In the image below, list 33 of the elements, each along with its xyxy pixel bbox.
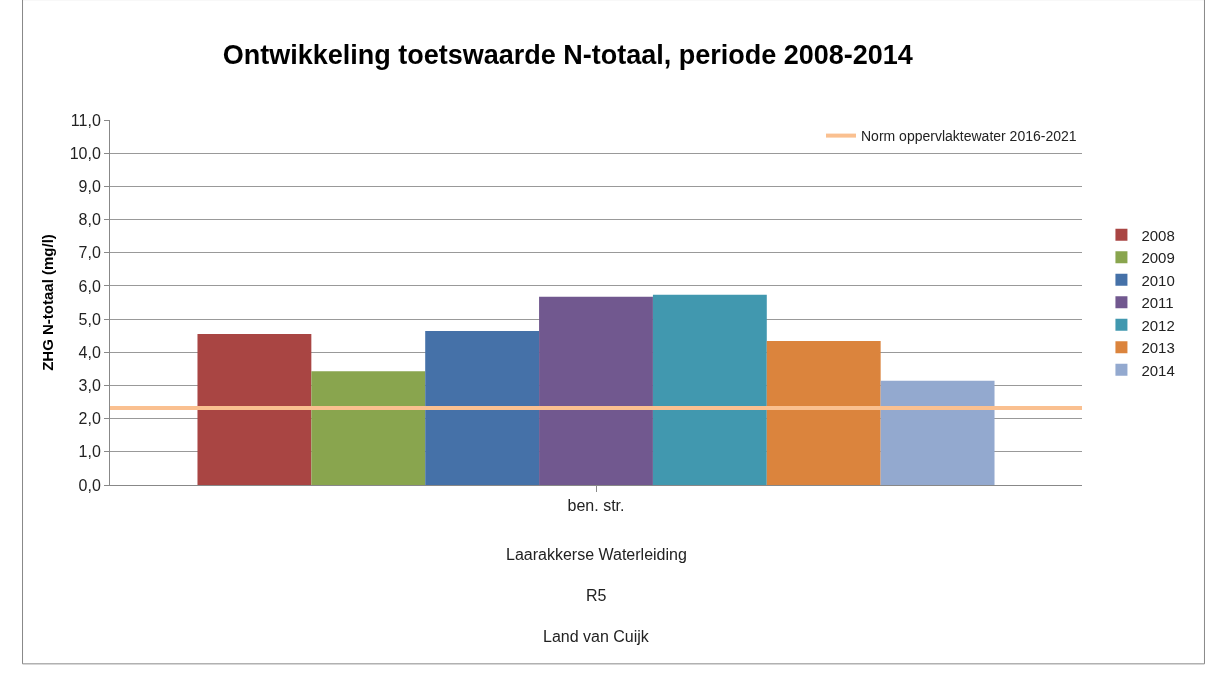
legend-label: 2008 — [1141, 226, 1175, 244]
text: Land van Cuijk — [543, 628, 650, 645]
chart-title: Ontwikkeling toetswaarde N-totaal, periode 2008-2014 — [222, 39, 913, 70]
y-tick-label: 0,0 — [78, 476, 101, 494]
legend-label: 2014 — [1141, 361, 1175, 379]
y-tick-label: 1,0 — [78, 443, 101, 461]
legend-label: 2013 — [1141, 339, 1175, 357]
bar — [425, 331, 540, 485]
legend-label: 2009 — [1141, 249, 1175, 267]
legend-label: 2010 — [1141, 271, 1175, 289]
bar — [880, 380, 995, 485]
y-tick-label: 11,0 — [70, 111, 101, 129]
bar — [766, 340, 881, 485]
text: Laarakkerse Waterleiding — [506, 546, 687, 563]
bar — [652, 294, 767, 485]
x-tick-label: ben. str. — [567, 497, 625, 515]
y-tick-label: 3,0 — [78, 377, 101, 395]
bar — [197, 334, 312, 485]
y-tick-label: 5,0 — [78, 310, 101, 328]
y-tick-label: 8,0 — [78, 211, 101, 229]
y-tick-label: 10,0 — [69, 144, 101, 162]
text: R5 — [586, 587, 607, 604]
y-tick-label: 4,0 — [78, 343, 101, 361]
y-axis-title: ZHG N-totaal (mg/l) — [38, 234, 56, 371]
legend-label: Norm oppervlaktewater 2016-2021 — [861, 128, 1077, 145]
bar — [539, 296, 653, 485]
y-tick-label: 6,0 — [78, 277, 101, 295]
y-tick-label: 2,0 — [78, 410, 101, 428]
y-tick-label: 9,0 — [78, 177, 101, 195]
y-tick-label: 7,0 — [78, 244, 101, 262]
legend-label: 2011 — [1141, 294, 1174, 312]
legend-label: 2012 — [1141, 316, 1175, 334]
bar — [311, 371, 426, 485]
